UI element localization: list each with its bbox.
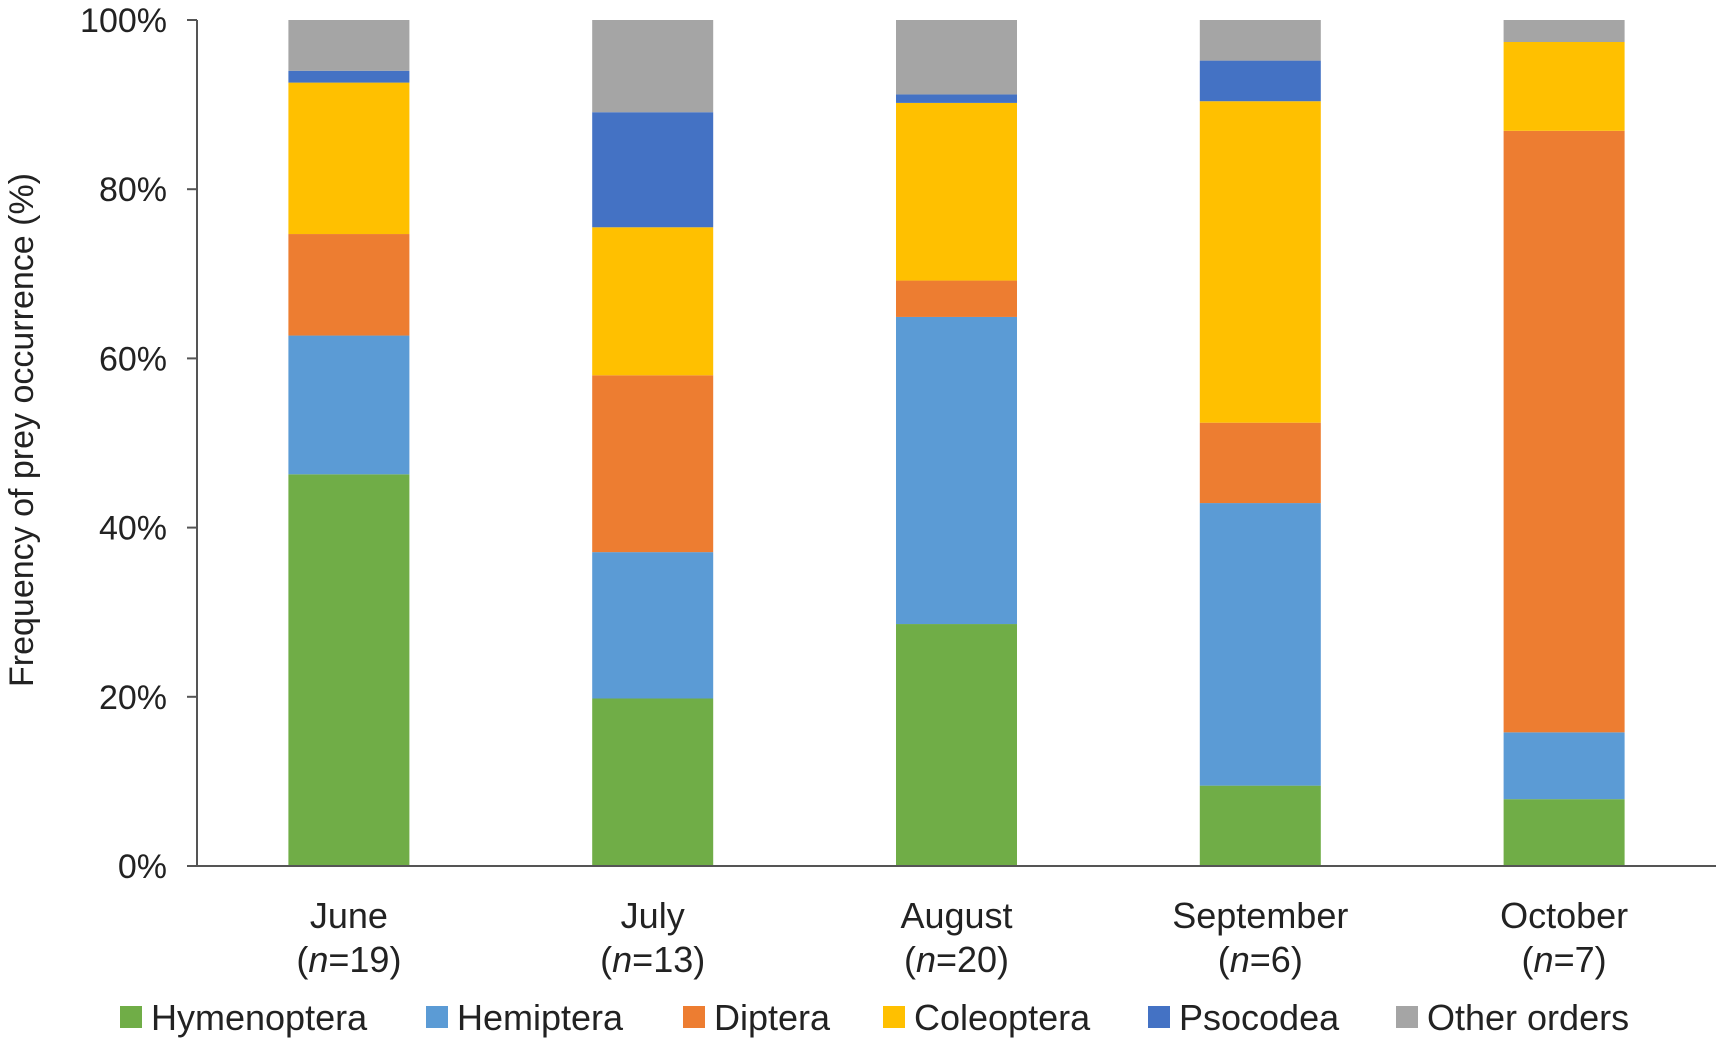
legend-swatch <box>1148 1006 1170 1028</box>
y-tick-label: 80% <box>99 171 167 209</box>
bar-segment-coleoptera <box>1199 101 1321 423</box>
legend-label: Hemiptera <box>457 997 624 1038</box>
bar-stack-june <box>288 20 410 866</box>
x-category-labels: June(n=19) July(n=13) August(n=20) Septembe… <box>296 895 1628 980</box>
bar-stack-august <box>896 20 1017 866</box>
bar-stacks <box>288 20 1625 866</box>
bar-segment-coleoptera <box>896 102 1017 281</box>
y-tick-label: 60% <box>99 340 167 378</box>
bar-segment-other-orders <box>1503 20 1625 42</box>
bar-segment-coleoptera <box>1503 41 1625 131</box>
legend-swatch <box>1396 1006 1418 1028</box>
bar-segment-coleoptera <box>288 82 410 235</box>
legend-label: Diptera <box>714 997 831 1038</box>
x-category-label: October <box>1500 895 1628 936</box>
bar-segment-other-orders <box>288 20 410 71</box>
y-tick-label: 100% <box>80 2 167 40</box>
x-category-sample-size: (n=19) <box>296 939 401 980</box>
bar-stack-july <box>592 20 714 866</box>
legend-label: Hymenoptera <box>151 997 368 1038</box>
bar-segment-other-orders <box>592 20 714 113</box>
bar-stack-september <box>1199 20 1321 866</box>
legend-swatch <box>120 1006 142 1028</box>
bar-segment-psocodea <box>288 70 410 83</box>
bar-segment-hemiptera <box>1199 503 1321 786</box>
x-category-sample-size: (n=6) <box>1218 939 1303 980</box>
bar-segment-diptera <box>288 234 410 336</box>
bar-segment-hymenoptera <box>1199 785 1321 866</box>
bar-segment-hemiptera <box>1503 732 1625 800</box>
y-tick-label: 40% <box>99 510 167 548</box>
bar-segment-psocodea <box>592 112 714 228</box>
legend-swatch <box>426 1006 448 1028</box>
legend: Hymenoptera Hemiptera Diptera Coleoptera Pso… <box>120 997 1629 1038</box>
bar-segment-hymenoptera <box>896 624 1017 866</box>
x-category-label: September <box>1172 895 1348 936</box>
bar-segment-coleoptera <box>592 227 714 376</box>
y-tick-label: 20% <box>99 679 167 717</box>
bar-segment-psocodea <box>896 94 1017 103</box>
legend-swatch <box>683 1006 705 1028</box>
y-axis-title-group: Frequency of prey occurrence (%) <box>3 173 41 687</box>
y-tick-labels: 0% 20% 40% 60% 80% 100% <box>80 2 197 886</box>
bar-segment-hymenoptera <box>592 698 714 866</box>
x-category-sample-size: (n=20) <box>904 939 1009 980</box>
legend-item-psocodea: Psocodea <box>1148 997 1340 1038</box>
bar-segment-other-orders <box>1199 20 1321 61</box>
bar-segment-hemiptera <box>592 552 714 699</box>
x-category-label: August <box>900 895 1012 936</box>
bar-segment-diptera <box>896 280 1017 317</box>
bar-segment-hymenoptera <box>288 474 410 866</box>
bar-segment-psocodea <box>1199 60 1321 102</box>
x-category-sample-size: (n=7) <box>1522 939 1607 980</box>
x-category-label: July <box>621 895 685 936</box>
legend-label: Coleoptera <box>914 997 1091 1038</box>
bar-stack-october <box>1503 20 1625 866</box>
axes <box>196 20 1716 867</box>
x-category-label: June <box>310 895 388 936</box>
bar-segment-diptera <box>592 375 714 553</box>
legend-item-coleoptera: Coleoptera <box>883 997 1091 1038</box>
legend-item-other-orders: Other orders <box>1396 997 1629 1038</box>
y-tick-label: 0% <box>118 848 167 886</box>
bar-segment-hemiptera <box>896 316 1017 625</box>
bar-segment-other-orders <box>896 20 1017 95</box>
bar-segment-hemiptera <box>288 335 410 475</box>
legend-swatch <box>883 1006 905 1028</box>
legend-label: Psocodea <box>1179 997 1340 1038</box>
x-category-sample-size: (n=13) <box>600 939 705 980</box>
legend-item-diptera: Diptera <box>683 997 831 1038</box>
y-axis-title: Frequency of prey occurrence (%) <box>3 173 41 687</box>
bar-segment-diptera <box>1503 130 1625 733</box>
bar-segment-hymenoptera <box>1503 799 1625 866</box>
legend-label: Other orders <box>1427 997 1629 1038</box>
legend-item-hemiptera: Hemiptera <box>426 997 624 1038</box>
bar-segment-diptera <box>1199 422 1321 504</box>
legend-item-hymenoptera: Hymenoptera <box>120 997 368 1038</box>
